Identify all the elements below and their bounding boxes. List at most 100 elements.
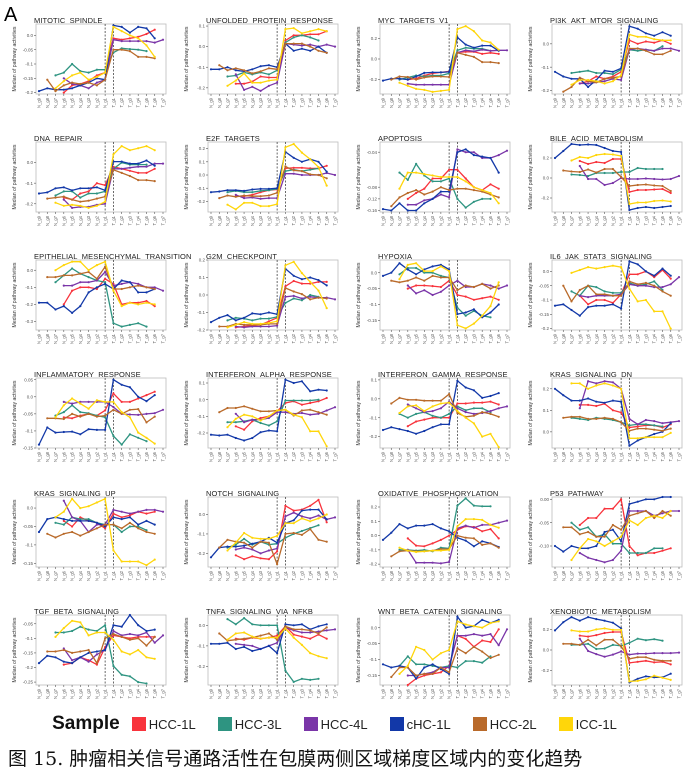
data-point — [128, 638, 131, 641]
data-point — [570, 521, 573, 524]
y-axis-label: Median of pathway activities — [528, 262, 534, 327]
x-tick-label: N_g7 — [569, 333, 574, 344]
y-tick-label: -0.16 — [367, 208, 378, 213]
data-point — [587, 403, 590, 406]
data-point — [62, 71, 65, 74]
x-tick-label: T_g3 — [299, 451, 304, 461]
data-point — [120, 145, 123, 148]
data-point — [464, 652, 467, 655]
legend-item: HCC-4L — [303, 717, 368, 732]
y-tick-label: -0.2 — [25, 665, 33, 670]
data-point — [415, 276, 418, 279]
data-point — [317, 388, 320, 391]
x-tick-label: T_g1 — [455, 97, 460, 107]
series-icc-1l — [398, 171, 500, 205]
x-tick-label: T_g5 — [144, 333, 149, 343]
data-point — [398, 171, 401, 174]
data-point — [153, 532, 156, 535]
data-point — [104, 525, 107, 528]
data-point — [145, 55, 148, 59]
data-point — [79, 305, 82, 308]
data-point — [300, 623, 303, 626]
data-point — [431, 90, 434, 93]
x-tick-label: N_g9 — [381, 570, 386, 581]
data-point — [661, 659, 664, 662]
data-point — [251, 68, 254, 71]
data-point — [292, 166, 295, 169]
data-point — [620, 528, 623, 531]
data-point — [333, 298, 337, 301]
data-point — [309, 520, 312, 523]
data-point — [95, 631, 98, 634]
data-point — [243, 69, 246, 72]
data-point — [79, 82, 82, 86]
data-point — [489, 287, 492, 290]
x-tick-label: N_g2 — [266, 97, 271, 108]
data-point — [570, 142, 573, 146]
x-tick-label: N_g4 — [594, 333, 599, 344]
data-point — [259, 431, 262, 434]
series-hcc-3l — [54, 47, 148, 77]
data-point — [128, 413, 131, 416]
series-icc-1l — [570, 264, 672, 330]
data-point — [226, 69, 229, 72]
data-point — [71, 619, 74, 622]
x-tick-label: N_g3 — [602, 97, 607, 108]
data-point — [95, 279, 98, 282]
y-axis-label: Median of pathway activities — [356, 144, 362, 209]
data-point — [234, 79, 237, 82]
data-point — [95, 186, 98, 189]
data-point — [587, 162, 590, 166]
y-axis-label: Median of pathway activities — [528, 617, 534, 682]
data-point — [87, 269, 90, 272]
data-point — [423, 76, 426, 79]
data-point — [636, 637, 639, 640]
x-tick-label: T_g2 — [291, 570, 296, 580]
plot-frame — [379, 23, 511, 95]
series-line — [563, 639, 671, 662]
data-point — [464, 524, 467, 527]
y-tick-label: 0.0 — [371, 625, 378, 630]
data-point — [620, 549, 623, 552]
series-hcc-1l — [578, 157, 672, 195]
data-point — [489, 191, 492, 195]
data-point — [104, 527, 107, 530]
data-point — [381, 208, 385, 211]
series-hcc-1l — [406, 279, 500, 301]
data-point — [153, 394, 156, 397]
series-hcc-2l — [46, 521, 156, 539]
data-point — [145, 325, 148, 328]
data-point — [145, 171, 148, 174]
data-point — [390, 402, 393, 405]
x-tick-label: T_g3 — [643, 333, 648, 343]
data-point — [448, 648, 451, 652]
series-line — [227, 167, 319, 193]
series-chc-1l — [553, 260, 672, 317]
x-tick-label: T_g1 — [283, 215, 288, 225]
data-point — [267, 320, 270, 323]
y-tick-label: -0.1 — [369, 415, 377, 420]
data-point — [317, 625, 320, 628]
series-line — [562, 280, 672, 303]
data-point — [653, 53, 656, 56]
panel-plot: Median of pathway activities0.00-0.05-0.… — [528, 495, 683, 581]
panel-plot: Median of pathway activities 0.0-0.1-0.2N… — [184, 614, 339, 699]
data-point — [661, 53, 664, 56]
series-hcc-2l — [562, 415, 672, 432]
data-point — [234, 323, 237, 326]
series-icc-1l — [398, 25, 500, 93]
series-line — [227, 617, 319, 683]
data-point — [95, 521, 98, 524]
data-point — [497, 628, 500, 631]
data-point — [267, 549, 270, 552]
x-tick-label: N_g6 — [577, 215, 582, 226]
data-point — [472, 401, 475, 404]
data-point — [472, 545, 475, 548]
data-point — [251, 325, 254, 328]
x-tick-label: N_g2 — [94, 215, 99, 226]
data-point — [472, 526, 475, 529]
data-point — [497, 537, 500, 540]
data-point — [661, 436, 664, 439]
data-point — [653, 432, 656, 436]
data-point — [251, 322, 254, 325]
